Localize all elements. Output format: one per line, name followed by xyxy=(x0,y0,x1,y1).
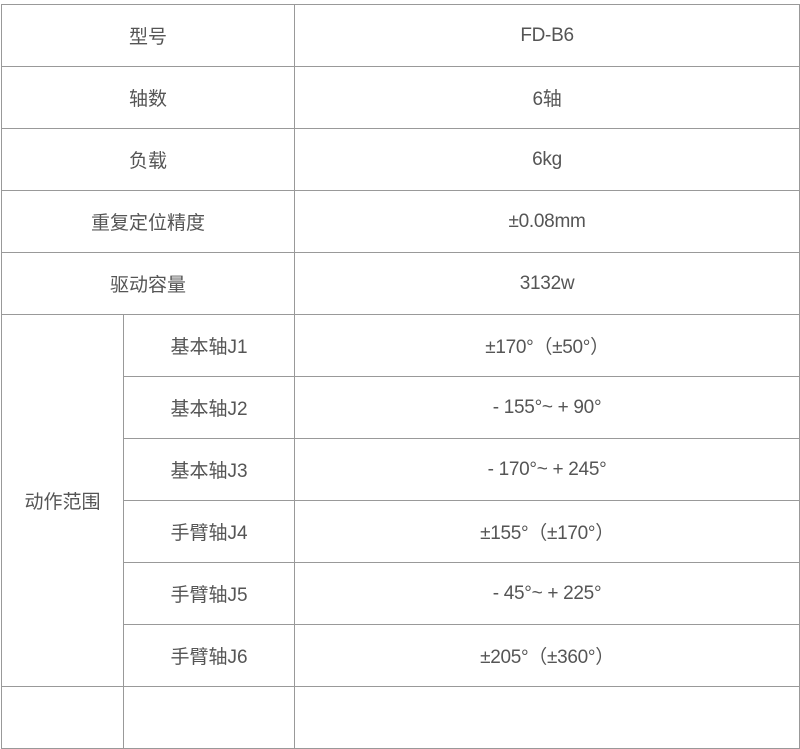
axis-value: - 170°~ + 245° xyxy=(294,438,800,501)
axis-value: - 155°~ + 90° xyxy=(294,376,800,439)
empty-cell xyxy=(122,686,296,749)
axis-row: 手臂轴J6 ±205°（±360°） xyxy=(2,624,800,687)
axis-value: ±170°（±50°） xyxy=(294,314,800,377)
axis-row: 基本轴J3- 170°~ + 245° xyxy=(2,438,800,501)
axis-value: - 45°~ + 225° xyxy=(294,562,800,625)
spec-label: 轴数 xyxy=(0,66,296,129)
spec-row: 型号 FD-B6 xyxy=(0,4,800,67)
spec-label: 重复定位精度 xyxy=(0,190,296,253)
axis-label: 手臂轴J6 xyxy=(122,624,296,687)
axis-label: 基本轴J3 xyxy=(122,438,296,501)
axis-row: 动作范围 基本轴J1 ±170°（±50°） xyxy=(1,314,800,687)
spec-row: 重复定位精度 ±0.08mm xyxy=(0,190,800,253)
spec-value: 6kg xyxy=(294,128,800,191)
spec-row: 驱动容量 3132w xyxy=(0,252,800,315)
axis-label: 基本轴J2 xyxy=(122,376,296,439)
spec-value: 3132w xyxy=(294,252,800,315)
axis-label: 基本轴J1 xyxy=(122,314,296,377)
spec-value: 6轴 xyxy=(294,66,800,129)
empty-cell xyxy=(1,686,124,749)
empty-cell xyxy=(294,686,800,749)
spec-value: FD-B6 xyxy=(294,4,800,67)
axis-row: 手臂轴J5- 45°~ + 225° xyxy=(2,562,800,625)
spec-label: 负载 xyxy=(0,128,296,191)
spec-row: 轴数 6轴 xyxy=(0,66,800,129)
spec-label: 型号 xyxy=(0,4,296,67)
next-row xyxy=(1,686,800,749)
spec-table: 型号 FD-B6 轴数 6轴 负载 6kg 重复定位精度 ±0.08mm 驱动容量 3132w 动作… xyxy=(0,4,800,749)
axis-row: 手臂轴J4 ±155°（±170°） xyxy=(2,500,800,563)
motion-range-label: 动作范围 xyxy=(1,314,124,687)
axis-row: 基本轴J2- 155°~ + 90° xyxy=(2,376,800,439)
axis-value: ±205°（±360°） xyxy=(294,624,800,687)
axis-label: 手臂轴J5 xyxy=(122,562,296,625)
spec-row: 负载 6kg xyxy=(0,128,800,191)
spec-label: 驱动容量 xyxy=(0,252,296,315)
axis-value: ±155°（±170°） xyxy=(294,500,800,563)
axis-label: 手臂轴J4 xyxy=(122,500,296,563)
spec-value: ±0.08mm xyxy=(294,190,800,253)
